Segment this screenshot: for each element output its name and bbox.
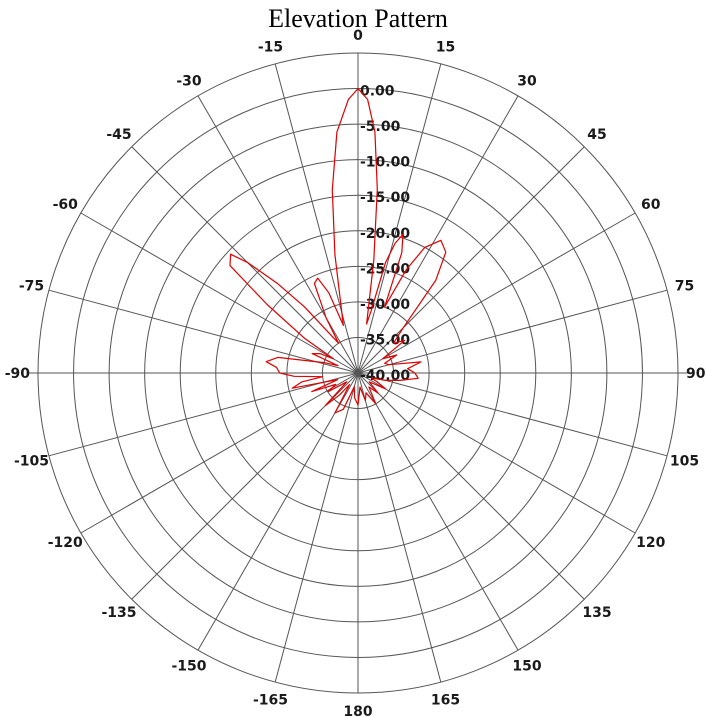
angle-label: 60 <box>641 197 661 213</box>
grid-spoke <box>274 63 359 374</box>
ring-label: -5.00 <box>360 119 401 135</box>
pattern-trace <box>229 88 447 414</box>
angle-label: -75 <box>19 279 44 295</box>
chart-title: Elevation Pattern <box>268 4 448 33</box>
grid-spoke <box>357 372 442 683</box>
angle-label: 15 <box>436 40 455 56</box>
angle-label: 165 <box>431 692 460 708</box>
grid-spoke <box>357 372 585 600</box>
angle-label: -105 <box>14 453 49 469</box>
angle-label: -150 <box>171 659 206 675</box>
ring-label: 0.00 <box>360 84 395 100</box>
angle-label: 105 <box>670 453 699 469</box>
angle-label: -60 <box>53 197 79 213</box>
angle-label: 90 <box>686 366 706 382</box>
grid-spoke <box>80 372 359 534</box>
grid-spoke <box>357 289 668 374</box>
angle-labels: 0 15 30 45 60 75 90 105 120 135 150 165 180 -15 -30 -45… <box>5 28 706 717</box>
angle-label: -120 <box>48 535 83 551</box>
grid-spoke <box>197 372 359 651</box>
grid-spoke <box>357 372 636 534</box>
grid-spoke <box>357 372 519 651</box>
grid-spoke <box>274 372 359 683</box>
angle-label: -30 <box>176 73 202 89</box>
angle-label: -135 <box>101 605 136 621</box>
angle-label: -45 <box>106 127 131 143</box>
angle-label: 30 <box>517 73 537 89</box>
grid-spoke <box>357 212 636 374</box>
grid-spoke <box>131 372 359 600</box>
angle-label: -165 <box>253 692 288 708</box>
angle-label: 75 <box>675 279 694 295</box>
grid-spoke <box>357 63 442 374</box>
grid-spoke <box>80 212 359 374</box>
angle-label: 120 <box>636 535 665 551</box>
pattern-trace-group <box>229 88 447 414</box>
ring-label: -20.00 <box>360 226 410 242</box>
grid-spoke <box>131 146 359 374</box>
grid-spoke <box>357 372 668 457</box>
angle-label: 150 <box>512 659 541 675</box>
ring-label: -40.00 <box>360 368 410 384</box>
grid-spoke <box>357 146 585 374</box>
grid-spoke <box>357 95 519 374</box>
ring-label: -10.00 <box>360 155 410 171</box>
angle-label: 180 <box>343 704 372 717</box>
angle-label: -15 <box>258 40 283 56</box>
grid-spoke <box>48 372 359 457</box>
angle-label: -90 <box>5 366 31 382</box>
angle-label: 45 <box>587 127 606 143</box>
grid-spoke <box>197 95 359 374</box>
angle-label: 0 <box>353 28 363 44</box>
angle-label: 135 <box>582 605 611 621</box>
grid-spoke <box>48 289 359 374</box>
polar-grid <box>28 52 688 694</box>
ring-label: -15.00 <box>360 190 410 206</box>
